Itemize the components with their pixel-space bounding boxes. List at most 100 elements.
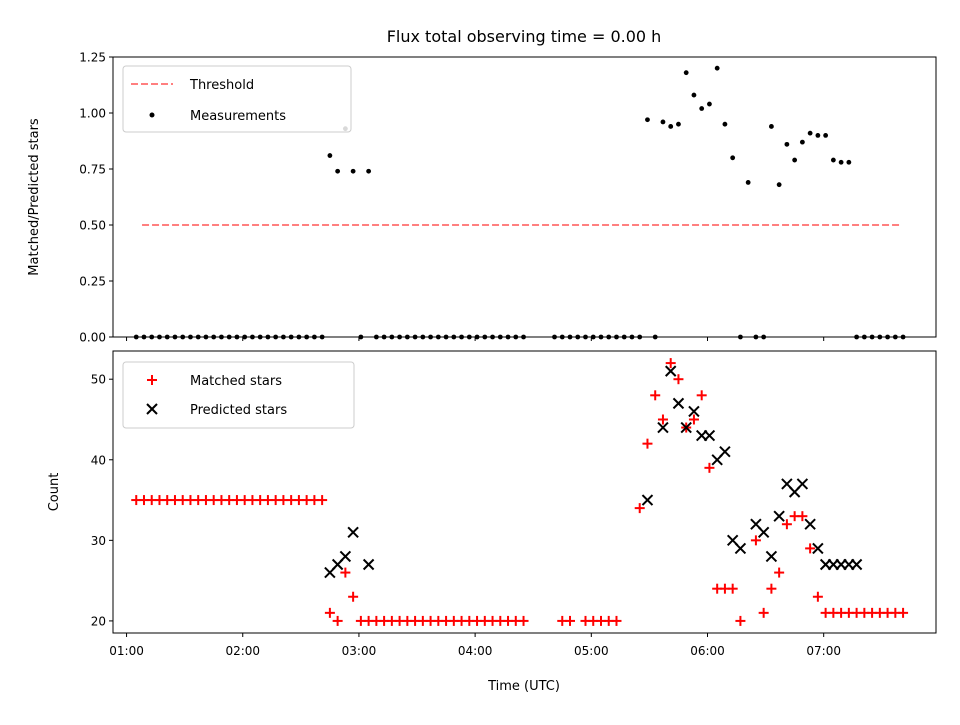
matched-star-marker: [324, 607, 335, 618]
bottom-y-tick-label: 40: [91, 453, 106, 467]
matched-star-marker: [812, 591, 823, 602]
bottom-marks: [131, 358, 909, 626]
measurement-point: [799, 139, 805, 145]
matched-star-marker: [642, 438, 653, 449]
predicted-star-marker: [757, 526, 770, 538]
measurement-point: [722, 121, 728, 127]
predicted-star-marker: [719, 446, 731, 458]
matched-star-marker: [781, 519, 792, 530]
predicted-star-marker: [664, 365, 677, 377]
measurement-point: [691, 92, 697, 98]
matched-star-marker: [665, 358, 676, 369]
matched-star-marker: [735, 615, 746, 626]
matched-star-marker: [797, 511, 808, 522]
predicted-star-marker: [850, 558, 863, 571]
matched-star-marker: [340, 567, 351, 578]
matched-star-marker: [805, 543, 816, 554]
bottom-x-tick-label: 05:00: [574, 644, 609, 658]
measurement-point: [769, 124, 774, 129]
predicted-star-marker: [796, 478, 809, 490]
bottom-y-tick-label: 50: [91, 373, 106, 387]
matched-star-marker: [766, 583, 777, 594]
legend-measurements-label: Measurements: [190, 109, 286, 124]
top-marks: [133, 65, 906, 340]
matched-star-marker: [332, 615, 343, 626]
chart-title: Flux total observing time = 0.00 h: [387, 27, 662, 46]
top-legend-box: [122, 65, 352, 133]
matched-star-marker: [898, 607, 909, 618]
predicted-star-marker: [362, 558, 375, 571]
predicted-star-marker: [339, 550, 352, 563]
bottom-x-tick-label: 02:00: [225, 644, 260, 658]
predicted-star-marker: [804, 518, 816, 530]
measurement-point: [846, 159, 852, 165]
predicted-star-marker: [641, 494, 654, 506]
legend-threshold-label: Threshold: [189, 78, 254, 93]
bottom-y-ticks: 20 30 40 50: [91, 373, 113, 628]
predicted-star-marker: [773, 510, 785, 522]
measurement-point: [335, 168, 341, 174]
matched-star-marker: [673, 374, 684, 385]
top-y-tick-label: 0.50: [79, 219, 106, 233]
legend-matched-swatch: [147, 375, 157, 385]
matched-star-marker: [565, 615, 576, 626]
top-legend: Threshold Measurements: [122, 65, 352, 133]
predicted-star-marker: [812, 542, 824, 555]
matched-star-marker: [634, 503, 645, 514]
bottom-y-tick-label: 20: [91, 614, 106, 628]
bottom-x-tick-label: 01:00: [109, 644, 144, 658]
matched-star-marker: [727, 583, 738, 594]
top-y-ticks: 0.00 0.25 0.50 0.75 1.00 1.25: [79, 51, 113, 345]
predicted-star-marker: [765, 550, 778, 563]
measurement-point: [830, 157, 836, 163]
measurement-point: [714, 65, 720, 71]
top-y-tick-label: 0.25: [79, 275, 106, 289]
top-axes-frame: [112, 56, 937, 338]
predicted-star-marker: [672, 397, 685, 410]
top-y-tick-label: 0.00: [79, 331, 106, 345]
bottom-legend: Matched stars Predicted stars: [122, 361, 355, 429]
top-y-axis-label: Matched/Predicted stars: [27, 118, 42, 276]
measurement-point: [776, 182, 782, 188]
top-x-ticks: [126, 337, 825, 341]
measurement-point: [745, 180, 751, 185]
measurement-point: [676, 121, 681, 127]
matched-star-marker: [348, 591, 359, 602]
matched-star-marker: [650, 390, 661, 401]
matched-star-marker: [518, 615, 529, 626]
top-plot-area: 0.00 0.25 0.50 0.75 1.00 1.25 Matched/Predict…: [27, 51, 937, 345]
x-axis-label: Time (UTC): [487, 679, 560, 694]
predicted-star-marker: [680, 421, 692, 434]
bottom-x-tick-label: 06:00: [690, 644, 725, 658]
measurement-point: [699, 106, 705, 111]
measurement-point: [366, 168, 372, 174]
top-y-tick-label: 1.00: [79, 107, 106, 121]
bottom-x-tick-label: 04:00: [458, 644, 493, 658]
measurement-point: [815, 133, 821, 138]
bottom-legend-box: [122, 361, 355, 429]
predicted-star-marker: [657, 421, 669, 434]
matched-star-marker: [657, 414, 668, 425]
measurement-point: [807, 130, 813, 136]
legend-predicted-swatch: [146, 403, 158, 415]
legend-measurements-swatch: [149, 112, 155, 118]
matched-star-marker: [774, 567, 785, 578]
predicted-star-marker: [688, 405, 700, 418]
top-y-tick-label: 1.25: [79, 51, 106, 65]
measurement-point: [660, 119, 666, 125]
matched-star-marker: [696, 390, 707, 401]
measurement-point: [792, 157, 798, 163]
predicted-star-marker: [734, 542, 747, 555]
matched-star-marker: [688, 414, 699, 425]
matched-star-marker: [758, 607, 769, 618]
predicted-star-marker: [703, 429, 716, 442]
measurement-point: [683, 70, 689, 76]
measurement-point: [327, 153, 333, 158]
measurement-point: [668, 124, 674, 129]
matched-star-marker: [750, 535, 761, 546]
measurement-point: [730, 155, 736, 161]
matched-star-marker: [611, 615, 622, 626]
measurement-point: [350, 168, 356, 174]
